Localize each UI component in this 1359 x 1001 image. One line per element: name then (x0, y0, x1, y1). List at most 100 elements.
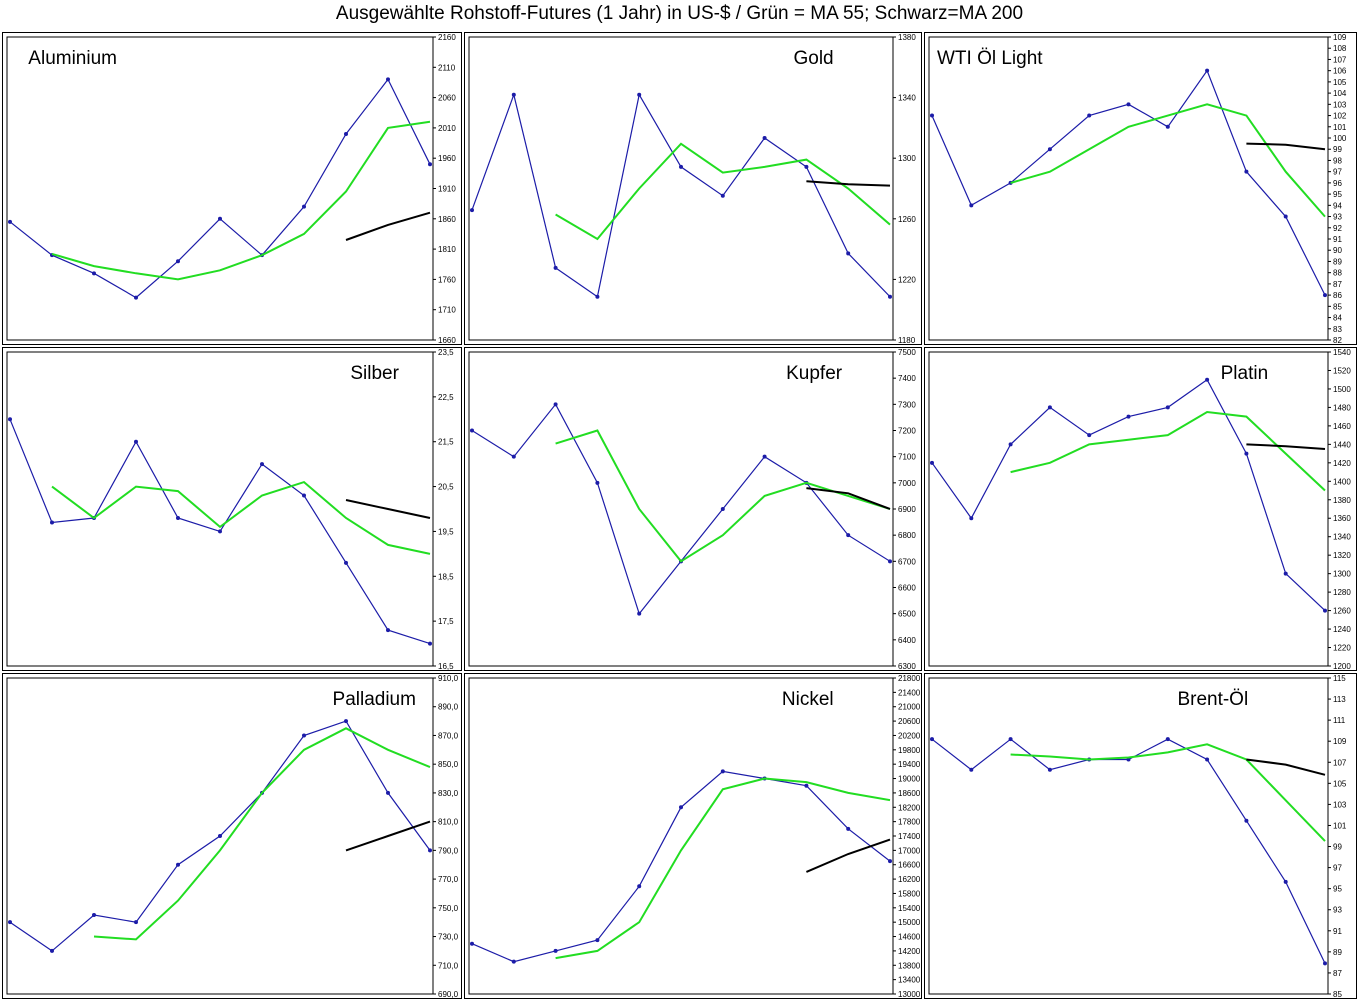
y-tick-label: 113 (1333, 695, 1346, 704)
y-tick-label: 99 (1333, 843, 1342, 852)
y-tick-label: 1540 (1333, 348, 1351, 357)
price-point (595, 938, 600, 943)
price-point (344, 131, 348, 136)
chart-panel-gold: 1380 1340 1300 1260 1220 1180 Gold (464, 32, 922, 345)
price-point (679, 805, 683, 810)
chart-panel-silber: 23,5 22,5 21,5 20,5 19,5 18,5 17,5 16,5 Silber (2, 347, 462, 671)
y-tick-label: 88 (1333, 269, 1342, 278)
chart-panel-wti-oel-light: 109 108 107 106 105 104 103 102 101 100 99 98 97 96 95… (924, 32, 1357, 345)
y-tick-label: 18600 (898, 789, 921, 798)
ma55-line (1010, 103, 1326, 218)
y-tick-label: 1380 (1333, 496, 1351, 505)
price-point (553, 265, 558, 270)
y-tick-label: 16200 (898, 875, 921, 884)
chart-title: Silber (350, 363, 399, 384)
price-point (1008, 737, 1013, 742)
price-point (511, 92, 516, 97)
y-tick-label: 790,0 (438, 846, 459, 855)
ma55-line (1010, 743, 1326, 842)
chart-panel-nickel: 21800 21400 21000 20600 20200 19800 19400 19000… (464, 673, 922, 999)
y-tick-label: 109 (1333, 737, 1347, 746)
y-tick-label: 1960 (438, 154, 456, 163)
price-point (1283, 879, 1288, 884)
price-point (846, 533, 851, 538)
price-point (1283, 214, 1288, 219)
y-tick-label: 103 (1333, 800, 1347, 809)
y-tick-label: 96 (1333, 179, 1342, 188)
chart-silber: 23,5 22,5 21,5 20,5 19,5 18,5 17,5 16,5 Silber (6, 348, 454, 671)
y-tick-label: 16600 (898, 861, 921, 870)
price-point (1165, 405, 1170, 410)
price-point (720, 193, 725, 198)
ma55-line (51, 480, 431, 555)
price-point (888, 294, 892, 299)
y-tick-label: 87 (1333, 280, 1342, 289)
y-tick-label: 14600 (898, 933, 921, 942)
y-tick-label: 7400 (898, 374, 916, 383)
y-tick-label: 1660 (438, 336, 456, 345)
y-tick-label: 710,0 (438, 961, 459, 970)
ma200-line (1246, 142, 1326, 151)
y-tick-label: 1500 (1333, 385, 1351, 394)
price-point (637, 92, 642, 97)
y-tick-label: 1810 (438, 245, 456, 254)
price-point (595, 480, 600, 485)
chart-title: Brent-Öl (1177, 689, 1248, 710)
price-point (8, 219, 12, 224)
y-tick-label: 99 (1333, 145, 1342, 154)
y-tick-label: 910,0 (438, 674, 459, 683)
price-point (846, 826, 851, 831)
y-tick-label: 95 (1333, 885, 1342, 894)
y-tick-label: 19,5 (438, 527, 454, 536)
price-point (50, 948, 54, 953)
y-tick-label: 105 (1333, 78, 1347, 87)
price-point (1323, 608, 1327, 613)
ma200-line (345, 211, 431, 241)
y-tick-label: 83 (1333, 325, 1342, 334)
price-point (969, 767, 974, 772)
ma55-line (93, 727, 431, 941)
y-tick-label: 19400 (898, 760, 921, 769)
y-tick-label: 730,0 (438, 933, 459, 942)
chart-gold: 1380 1340 1300 1260 1220 1180 Gold (468, 33, 916, 345)
price-point (428, 848, 432, 853)
price-point (1244, 451, 1249, 456)
y-tick-label: 89 (1333, 257, 1342, 266)
price-point (302, 733, 306, 738)
y-tick-label: 810,0 (438, 818, 459, 827)
y-tick-label: 1260 (898, 215, 916, 224)
y-tick-label: 21000 (898, 703, 921, 712)
price-point (8, 417, 12, 422)
y-tick-label: 15000 (898, 918, 921, 927)
y-tick-label: 106 (1333, 67, 1347, 76)
y-tick-label: 7500 (898, 348, 916, 357)
price-point (176, 862, 180, 867)
y-tick-label: 13800 (898, 961, 921, 970)
y-tick-label: 101 (1333, 821, 1347, 830)
ma200-line (806, 180, 891, 187)
price-point (1323, 961, 1327, 966)
price-point (1047, 405, 1052, 410)
price-point (176, 259, 180, 264)
chart-panel-aluminium: 2160 2110 2060 2010 1960 1910 1860 1810 1760 1710… (2, 32, 462, 345)
y-tick-label: 7000 (898, 479, 916, 488)
y-tick-label: 6300 (898, 662, 916, 671)
y-tick-label: 98 (1333, 156, 1342, 165)
y-tick-label: 1220 (898, 275, 916, 284)
price-point (1165, 124, 1170, 129)
plot-area (928, 677, 1329, 995)
y-tick-label: 15400 (898, 904, 921, 913)
y-tick-label: 20600 (898, 717, 921, 726)
y-tick-label: 97 (1333, 864, 1342, 873)
y-tick-label: 109 (1333, 33, 1347, 42)
price-point (762, 454, 767, 459)
price-point (637, 611, 642, 616)
chart-palladium: 910,0 890,0 870,0 850,0 830,0 810,0 790,0 770,0… (6, 674, 459, 999)
y-tick-label: 107 (1333, 55, 1347, 64)
y-tick-label: 17400 (898, 832, 921, 841)
page-title: Ausgewählte Rohstoff-Futures (1 Jahr) in… (335, 3, 1024, 24)
y-tick-label: 102 (1333, 112, 1347, 121)
ma55-line (1010, 410, 1326, 492)
y-tick-label: 82 (1333, 336, 1342, 345)
y-tick-label: 103 (1333, 100, 1347, 109)
